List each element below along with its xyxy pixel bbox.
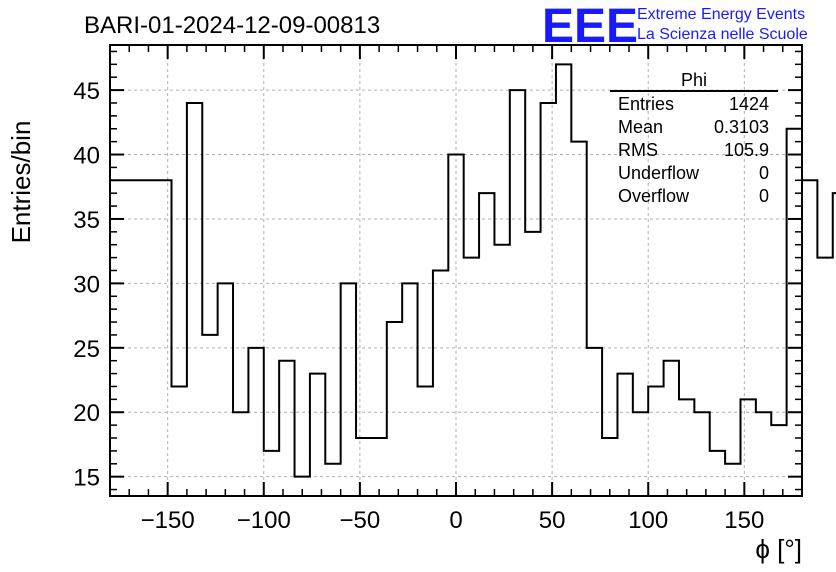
stats-title: Phi	[681, 70, 707, 90]
x-tick-label: −150	[141, 507, 195, 534]
x-tick-label: 50	[539, 507, 566, 534]
x-tick-label: −100	[237, 507, 291, 534]
axis-ticks	[109, 45, 803, 496]
x-tick-label: 100	[628, 507, 668, 534]
y-tick-label: 45	[73, 78, 100, 105]
eee-logo-line2: La Scienza nelle Scuole	[637, 26, 808, 43]
y-tick-label: 20	[73, 400, 100, 427]
stats-value-entries: 1424	[729, 94, 769, 114]
y-tick-label: 15	[73, 465, 100, 492]
stats-box: Phi Entries 1424 Mean 0.3103 RMS 105.9 U…	[610, 70, 778, 206]
histogram-series	[110, 63, 836, 478]
stats-label-underflow: Underflow	[618, 163, 700, 183]
stats-value-rms: 105.9	[724, 140, 769, 160]
y-tick-label: 35	[73, 207, 100, 234]
stats-label-entries: Entries	[618, 94, 674, 114]
stats-label-overflow: Overflow	[618, 186, 690, 206]
y-tick-label: 40	[73, 143, 100, 170]
y-tick-label: 25	[73, 336, 100, 363]
x-tick-label: 0	[449, 507, 462, 534]
stats-value-underflow: 0	[759, 163, 769, 183]
x-axis-label: ϕ [°]	[755, 534, 802, 564]
stats-value-mean: 0.3103	[714, 117, 769, 137]
y-tick-labels: 15 20 25 30 35 40 45	[73, 78, 100, 492]
eee-logo-line1: Extreme Energy Events	[637, 6, 805, 23]
stats-value-overflow: 0	[759, 186, 769, 206]
y-tick-label: 30	[73, 271, 100, 298]
stats-label-rms: RMS	[618, 140, 658, 160]
x-tick-label: −50	[340, 507, 381, 534]
eee-logo: EEE Extreme Energy Events La Scienza nel…	[542, 0, 808, 53]
y-axis-label: Entries/bin	[6, 121, 36, 244]
stats-label-mean: Mean	[618, 117, 663, 137]
x-tick-labels: −150 −100 −50 0 50 100 150	[141, 507, 765, 534]
x-tick-label: 150	[724, 507, 764, 534]
chart-title: BARI-01-2024-12-09-00813	[84, 12, 380, 39]
